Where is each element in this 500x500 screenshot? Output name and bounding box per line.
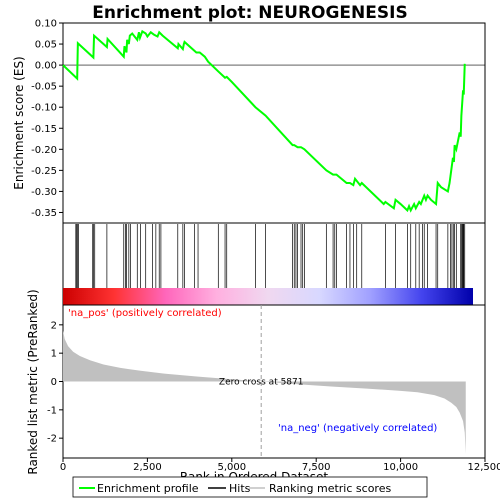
rank-x-tick-label: 5,000	[217, 462, 246, 473]
rank-x-tick-label: 7,500	[302, 462, 331, 473]
ranking-metric-area	[63, 330, 466, 454]
metric-y-axis-label: Ranked list metric (PreRanked)	[26, 289, 40, 474]
legend-enrichment-label: Enrichment profile	[97, 482, 199, 495]
metric-panel: 2 1 0 -1 -2 0 2,500 5,000 7,500 10,000 12,500 'na…	[26, 289, 500, 484]
hit-markers	[75, 224, 466, 288]
metric-y-tick-label: -1	[47, 405, 57, 416]
rank-x-tick-label: 0	[60, 462, 66, 473]
es-y-tick-label: -0.10	[31, 103, 57, 114]
metric-y-tick-label: 1	[51, 349, 57, 360]
es-y-tick-label: -0.30	[31, 187, 57, 198]
es-y-tick-label: -0.05	[31, 82, 57, 93]
legend-frame	[72, 476, 428, 498]
es-y-tick-label: -0.15	[31, 124, 57, 135]
metric-y-tick-label: 2	[51, 320, 57, 331]
positive-correlation-label: 'na_pos' (positively correlated)	[68, 308, 222, 319]
es-y-tick-label: -0.25	[31, 166, 57, 177]
rank-x-tick-label: 12,500	[468, 462, 500, 473]
legend: Enrichment profile Hits Ranking metric s…	[72, 476, 428, 498]
rank-x-ticks: 0 2,500 5,000 7,500 10,000 12,500	[60, 458, 500, 473]
es-y-tick-label: -0.20	[31, 145, 57, 156]
es-y-tick-label: 0.00	[35, 61, 57, 72]
es-y-ticks: 0.10 0.05 0.00 -0.05 -0.10 -0.15 -0.20 -0.25 -0.…	[31, 19, 63, 219]
es-y-tick-label: 0.05	[35, 40, 57, 51]
metric-y-ticks: 2 1 0 -1 -2	[47, 320, 63, 445]
legend-hits-label: Hits	[229, 482, 251, 495]
metric-y-tick-label: -2	[47, 434, 57, 445]
chart-title: Enrichment plot: NEUROGENESIS	[92, 3, 407, 23]
es-y-axis-label: Enrichment score (ES)	[12, 56, 26, 189]
es-panel: 0.10 0.05 0.00 -0.05 -0.10 -0.15 -0.20 -0.25 -0.…	[12, 19, 486, 224]
negative-correlation-label: 'na_neg' (negatively correlated)	[278, 423, 437, 434]
legend-metric-label: Ranking metric scores	[269, 482, 391, 495]
es-y-tick-label: -0.35	[31, 208, 57, 219]
zero-cross-label: Zero cross at 5871	[219, 378, 304, 388]
enrichment-profile-line	[62, 29, 466, 213]
es-y-tick-label: 0.10	[35, 19, 57, 30]
hits-panel	[62, 222, 486, 306]
metric-y-tick-label: 0	[51, 377, 57, 388]
es-panel-frame	[62, 22, 486, 224]
rank-x-tick-label: 10,000	[383, 462, 418, 473]
rank-colorbar	[63, 288, 473, 305]
rank-x-tick-label: 2,500	[133, 462, 162, 473]
